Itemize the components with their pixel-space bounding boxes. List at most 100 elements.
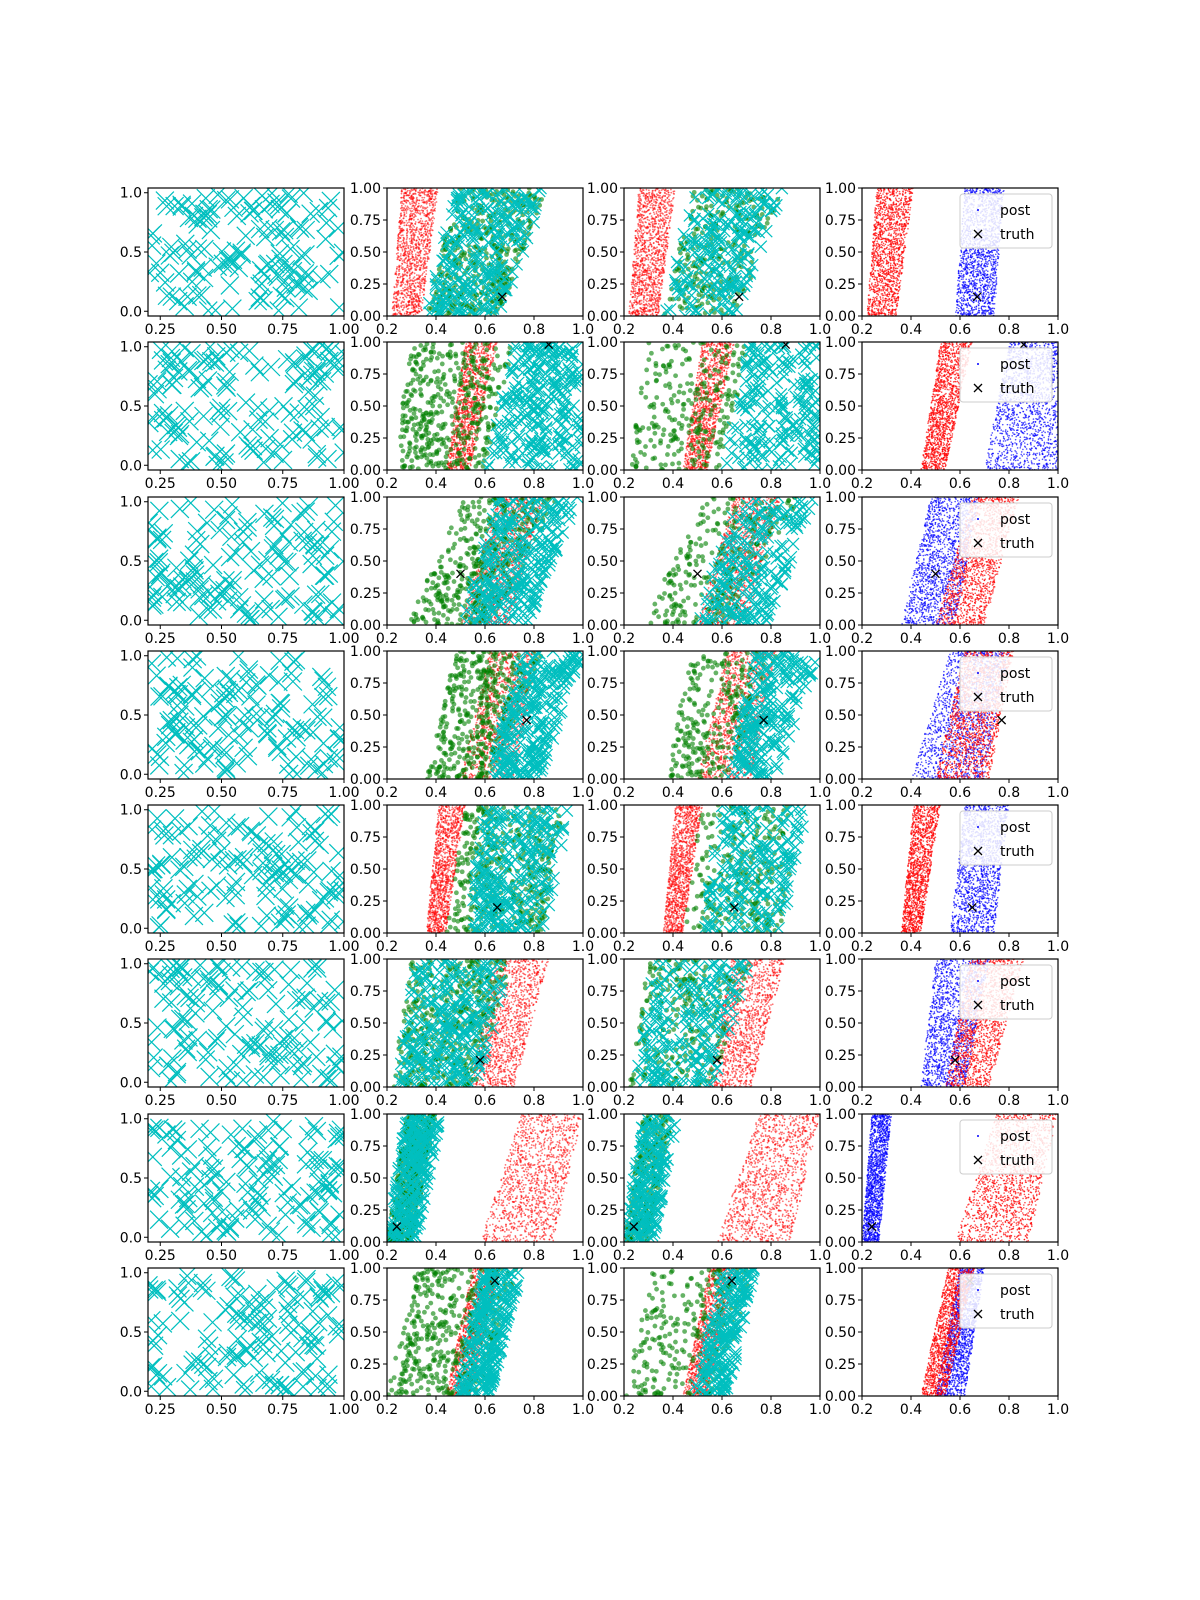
sample-point [250, 219, 270, 239]
posterior-point [425, 267, 428, 270]
prior-point [691, 189, 697, 195]
post-point [979, 286, 981, 289]
prior-point [731, 240, 737, 245]
posterior-point [647, 294, 650, 297]
posterior-point [408, 287, 410, 290]
posterior-point [637, 225, 640, 227]
posterior-point [434, 195, 437, 198]
posterior-point [633, 290, 635, 293]
posterior-point [646, 305, 649, 307]
posterior-point [393, 304, 396, 306]
posterior-point [654, 195, 657, 198]
posterior-point [644, 281, 647, 284]
posterior-point [638, 251, 641, 254]
posterior-point [402, 287, 404, 290]
sample-point [440, 226, 453, 239]
posterior-point [639, 218, 642, 220]
posterior-point [419, 206, 422, 208]
posterior-point [400, 215, 402, 218]
posterior-point [670, 188, 672, 191]
posterior-point [414, 211, 417, 214]
posterior-point [639, 225, 642, 228]
posterior-point [662, 241, 665, 244]
sample-point [289, 298, 309, 316]
posterior-point [655, 188, 658, 191]
posterior-point [648, 303, 651, 306]
post-point [1003, 189, 1005, 192]
posterior-point [418, 194, 421, 197]
posterior-point [420, 240, 423, 243]
posterior-point [396, 283, 399, 286]
posterior-point [635, 285, 638, 288]
posterior-point [663, 262, 666, 264]
sample-point [725, 243, 739, 257]
posterior-point [650, 243, 653, 246]
posterior-point [634, 296, 636, 299]
posterior-point [663, 236, 666, 238]
posterior-point [405, 238, 408, 241]
posterior-point [406, 243, 408, 246]
posterior-point [645, 288, 648, 290]
posterior-point [667, 191, 670, 194]
posterior-point [655, 268, 658, 271]
posterior-point [636, 292, 639, 294]
posterior-point [402, 278, 405, 280]
sample-point [717, 224, 731, 238]
post-point [989, 303, 991, 305]
posterior-point [640, 207, 643, 210]
posterior-point [419, 213, 422, 216]
prior-point [505, 246, 511, 252]
posterior-point [639, 240, 642, 243]
posterior-point [410, 265, 413, 268]
post-point [971, 270, 974, 273]
posterior-point [418, 299, 421, 302]
post-point [984, 273, 987, 275]
posterior-point [641, 282, 644, 285]
posterior-point [644, 270, 647, 273]
posterior-point [638, 271, 641, 274]
post-point [963, 253, 966, 256]
posterior-point [405, 215, 407, 218]
posterior-point [647, 256, 650, 259]
scatter-row-0-col-3 [866, 188, 1005, 316]
post-point [990, 296, 993, 299]
post-point [977, 274, 979, 277]
posterior-point [412, 256, 415, 259]
posterior-point [400, 204, 403, 207]
post-point [994, 288, 997, 290]
sample-point [222, 299, 242, 316]
sample-point [460, 265, 474, 279]
posterior-point [421, 211, 424, 214]
posterior-point [664, 260, 666, 262]
posterior-point [649, 313, 652, 316]
post-point [962, 284, 964, 287]
posterior-point [417, 237, 420, 239]
posterior-point [651, 193, 653, 196]
posterior-point [395, 268, 398, 270]
sample-point [500, 226, 514, 240]
posterior-point [410, 284, 413, 287]
posterior-point [661, 279, 663, 282]
sample-point [281, 239, 301, 259]
posterior-point [404, 209, 407, 211]
band-axes-xtick-label: 1.0 [572, 322, 594, 338]
posterior-point [399, 207, 402, 210]
posterior-point [408, 270, 411, 273]
posterior-point [423, 224, 426, 226]
posterior-point [398, 299, 401, 302]
post-point [957, 279, 959, 282]
posterior-point [421, 272, 424, 275]
posterior-point [412, 282, 415, 285]
posterior-point [671, 205, 674, 208]
post-point [995, 279, 997, 282]
posterior-point [656, 283, 659, 286]
posterior-point [398, 236, 401, 239]
prior-point [709, 203, 714, 209]
posterior-point [406, 272, 409, 275]
posterior-point [431, 206, 434, 209]
posterior-point [399, 254, 402, 257]
subplot-grid: 0.25 0.50 0.75 1.000.00.51.00.2 0.4 0.6 0.8 1.0… [120, 181, 1069, 1418]
posterior-point [412, 248, 415, 251]
posterior-point [641, 247, 644, 250]
posterior-point [655, 240, 658, 243]
